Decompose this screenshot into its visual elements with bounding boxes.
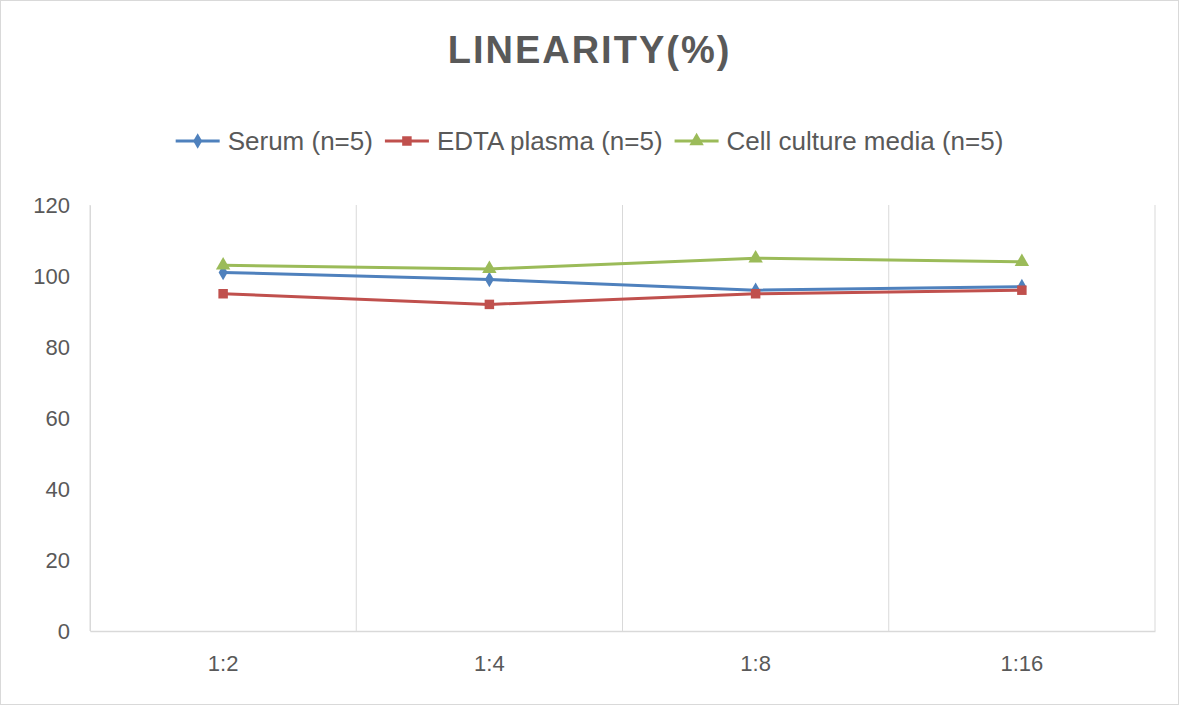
x-tick: 1:2 <box>208 631 239 676</box>
y-tick-label: 120 <box>33 193 70 218</box>
title: LINEARITY(%) <box>448 29 732 71</box>
data-point <box>485 300 494 309</box>
legend-marker <box>193 133 202 149</box>
data-point <box>482 261 496 273</box>
legend-label: EDTA plasma (n=5) <box>437 126 663 156</box>
data-point <box>751 289 760 298</box>
data-point <box>1017 279 1026 295</box>
data-point <box>218 289 227 298</box>
y-tick-label: 20 <box>46 548 70 573</box>
series-line <box>223 272 1022 290</box>
data-point <box>748 250 762 262</box>
chart-border <box>1 1 1179 705</box>
y-axis-line <box>90 206 91 632</box>
y-tick: 20 <box>46 548 90 573</box>
y-tick: 120 <box>33 193 90 218</box>
legend-label: Serum (n=5) <box>228 126 373 156</box>
grid-line <box>622 205 623 631</box>
legend-item: EDTA plasma (n=5) <box>385 126 663 156</box>
x-tick: 1:4 <box>474 631 505 676</box>
chart: 0 20 40 60 80 100 120 1:2 1:4 1:8 1:16 LINEARITY(%)… <box>0 0 1179 705</box>
x-axis: 1:2 1:4 1:8 1:16 <box>91 631 1156 676</box>
legend-item: Serum (n=5) <box>176 126 373 156</box>
y-tick: 0 <box>58 619 90 644</box>
x-tick-label: 1:4 <box>474 651 505 676</box>
grid-line <box>356 205 357 631</box>
legend-marker <box>402 136 411 145</box>
y-tick: 100 <box>33 264 90 289</box>
x-tick: 1:8 <box>740 631 771 676</box>
series-group <box>216 250 1029 309</box>
y-tick-label: 0 <box>58 619 70 644</box>
data-point <box>485 272 494 288</box>
data-point <box>751 282 760 298</box>
data-point <box>1015 253 1029 265</box>
grid-line <box>90 205 91 631</box>
x-tick-label: 1:16 <box>1000 651 1043 676</box>
x-tick: 1:16 <box>1000 631 1043 676</box>
y-tick-label: 80 <box>46 335 70 360</box>
legend-item: Cell culture media (n=5) <box>675 126 1004 156</box>
data-point <box>216 257 230 269</box>
y-tick-label: 60 <box>46 406 70 431</box>
legend: Serum (n=5) EDTA plasma (n=5) Cell culture… <box>176 126 1004 156</box>
y-axis: 0 20 40 60 80 100 120 <box>33 193 90 644</box>
series-line <box>223 258 1022 269</box>
series-line <box>223 290 1022 304</box>
x-tick-label: 1:2 <box>208 651 239 676</box>
y-tick: 40 <box>46 477 90 502</box>
grid-line <box>888 205 889 631</box>
y-tick-label: 100 <box>33 264 70 289</box>
legend-label: Cell culture media (n=5) <box>727 126 1004 156</box>
x-axis-line <box>91 631 1156 633</box>
y-tick: 80 <box>46 335 90 360</box>
data-point <box>1017 285 1026 294</box>
grid-line <box>1155 205 1156 631</box>
grid <box>90 205 1155 631</box>
y-tick-label: 40 <box>46 477 70 502</box>
y-tick: 60 <box>46 406 90 431</box>
x-tick-label: 1:8 <box>740 651 771 676</box>
legend-marker <box>689 133 703 145</box>
